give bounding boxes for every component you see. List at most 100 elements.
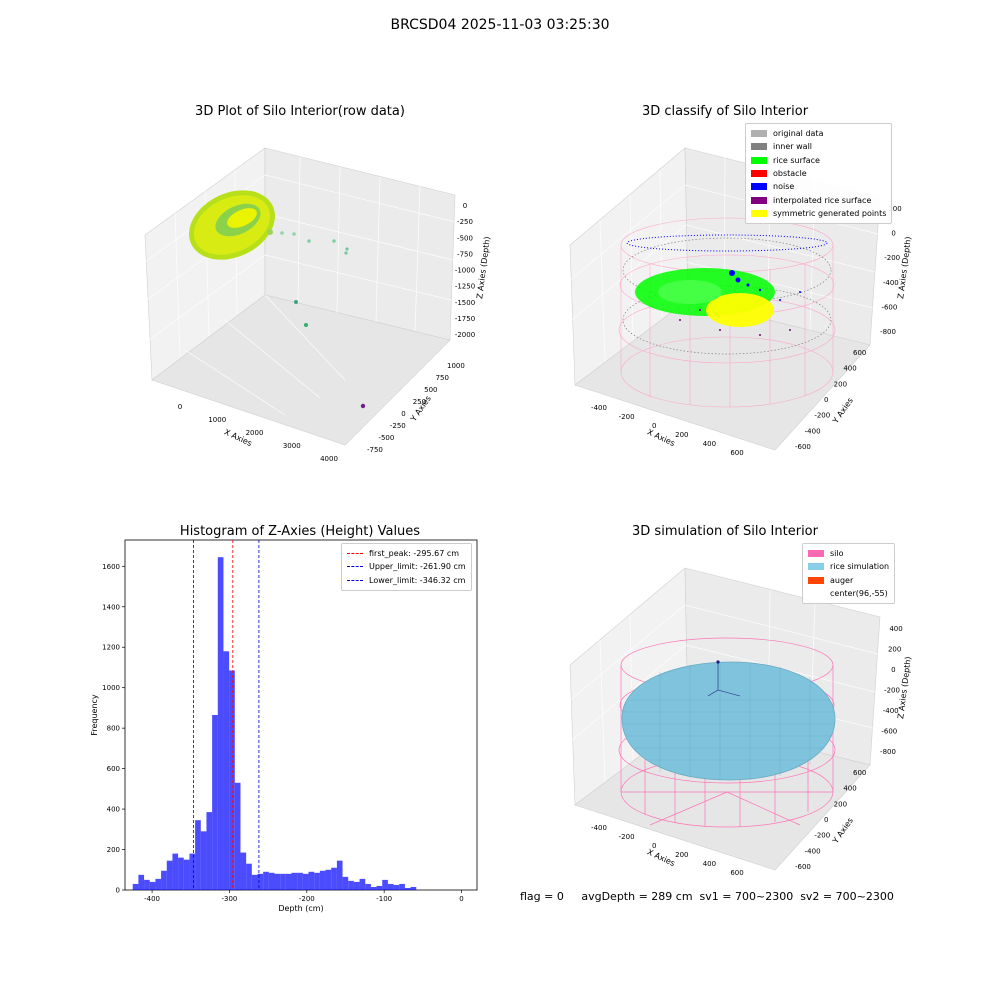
legend-swatch	[347, 553, 363, 555]
legend-label: rice surface	[773, 155, 820, 165]
simulation-xtick-label: 600	[730, 869, 743, 877]
classify-ztick-label: -600	[881, 303, 897, 311]
histogram-bar	[172, 853, 179, 890]
classify-zlabel: Z Axies (Depth)	[896, 236, 913, 299]
raw-xtick-label: 3000	[283, 442, 301, 450]
histogram-bar	[251, 874, 258, 890]
legend-entry: rice simulation	[808, 560, 889, 573]
legend-label: first_peak: -295.67 cm	[369, 549, 460, 559]
classify-ytick-label: 600	[853, 349, 866, 357]
raw-ytick-label: -750	[367, 446, 383, 454]
classify-plot-title: 3D classify of Silo Interior	[641, 104, 809, 119]
histogram-ytick-label: 0	[116, 887, 120, 895]
histogram-bar	[268, 872, 275, 890]
histogram-ytick-label: 1400	[102, 603, 120, 611]
simulation-ytick-label: 400	[843, 785, 856, 793]
histogram-bar	[348, 880, 354, 890]
classify-xtick-label: 400	[703, 440, 716, 448]
simulation-legend: silo rice simulation auger center(96,-55)	[802, 543, 896, 605]
simulation-xlabel: X Axies	[646, 847, 677, 868]
legend-label: rice simulation	[830, 562, 890, 572]
classify-ytick-label: 0	[824, 396, 828, 404]
histogram-bar	[297, 872, 303, 890]
histogram-bar	[274, 873, 281, 890]
histogram-xtick-label: -100	[376, 895, 392, 903]
histogram-bar	[359, 878, 366, 890]
raw-ytick-label: 500	[424, 386, 437, 394]
histogram-ytick-label: 1000	[102, 684, 120, 692]
histogram-bar	[217, 557, 224, 890]
histogram-bar	[353, 881, 360, 890]
legend-label: Lower_limit: -346.32 cm	[369, 575, 466, 585]
histogram-title: Histogram of Z-Axies (Height) Values	[179, 524, 421, 539]
raw-ytick-label: -500	[378, 434, 394, 442]
simulation-3d-axes	[569, 567, 881, 871]
histogram-xtick-label: -400	[144, 895, 160, 903]
raw-point-cloud	[189, 190, 366, 409]
legend-entry: obstacle	[751, 167, 886, 180]
simulation-ytick-label: 600	[853, 769, 866, 777]
simulation-xtick-label: 400	[703, 860, 716, 868]
histogram-bar	[331, 867, 337, 890]
legend-label: Upper_limit: -261.90 cm	[369, 562, 466, 572]
histogram-bar	[410, 886, 417, 890]
histogram-bar	[382, 879, 388, 890]
simulation-xtick-label: -200	[619, 833, 635, 841]
histogram-bar	[178, 857, 184, 890]
classify-xtick-label: 0	[652, 422, 656, 430]
raw-plot-title: 3D Plot of Silo Interior(row data)	[195, 104, 405, 119]
legend-swatch	[751, 183, 767, 191]
legend-entry: auger	[808, 574, 889, 587]
legend-entry: original data	[751, 127, 886, 140]
simulation-ytick-label: 200	[834, 800, 847, 808]
simulation-ylabel: Y Axies	[830, 816, 855, 846]
histogram-bar	[319, 870, 326, 890]
histogram-bar	[206, 812, 213, 890]
classify-ytick-label: -400	[805, 427, 821, 435]
raw-ztick-label: -1250	[455, 283, 475, 291]
simulation-ztick-label: 400	[889, 625, 902, 633]
raw-ztick-label: -2000	[455, 331, 475, 339]
histogram-frame	[124, 539, 478, 891]
classify-xtick-label: 600	[730, 449, 743, 457]
simulation-ytick-label: 0	[824, 816, 828, 824]
legend-label: symmetric generated points	[773, 208, 887, 218]
histogram-bar	[399, 883, 405, 890]
histogram-bar	[314, 872, 320, 890]
classify-ytick-label: -200	[814, 412, 830, 420]
simulation-xtick-label: -400	[591, 824, 607, 832]
histogram-bar	[246, 863, 252, 890]
histogram-bar	[336, 860, 343, 890]
histogram-bar	[393, 884, 400, 890]
legend-label: noise	[773, 182, 795, 192]
legend-entry: inner wall	[751, 140, 886, 153]
histogram-bar	[189, 853, 196, 890]
classify-ztick-label: 200	[888, 205, 901, 213]
legend-swatch	[808, 563, 824, 571]
histogram-bar	[308, 871, 315, 890]
simulation-ztick-label: 200	[888, 646, 901, 654]
histogram-bar	[325, 869, 332, 890]
legend-swatch	[751, 170, 767, 178]
legend-label: inner wall	[773, 142, 813, 152]
simulation-ztick-label: -200	[884, 687, 900, 695]
histogram-ytick-label: 800	[107, 725, 120, 733]
histogram-bar	[223, 651, 230, 890]
histogram-ytick-label: 1200	[102, 644, 120, 652]
legend-swatch	[751, 196, 767, 204]
classify-xtick-label: -200	[619, 413, 635, 421]
legend-swatch	[808, 576, 824, 584]
histogram-bar	[404, 887, 411, 890]
legend-entry: silo	[808, 547, 889, 560]
raw-3d-axes	[144, 147, 456, 446]
legend-swatch	[751, 156, 767, 164]
classify-ylabel: Y Axies	[830, 396, 855, 426]
histogram-legend: first_peak: -295.67 cm Upper_limit: -261.…	[341, 543, 472, 591]
legend-swatch	[751, 130, 767, 138]
histogram-bar	[263, 871, 269, 890]
legend-label: auger	[830, 575, 854, 585]
legend-label: silo	[830, 549, 844, 559]
histogram-xtick-label: -300	[221, 895, 237, 903]
histogram-bar	[376, 885, 383, 890]
